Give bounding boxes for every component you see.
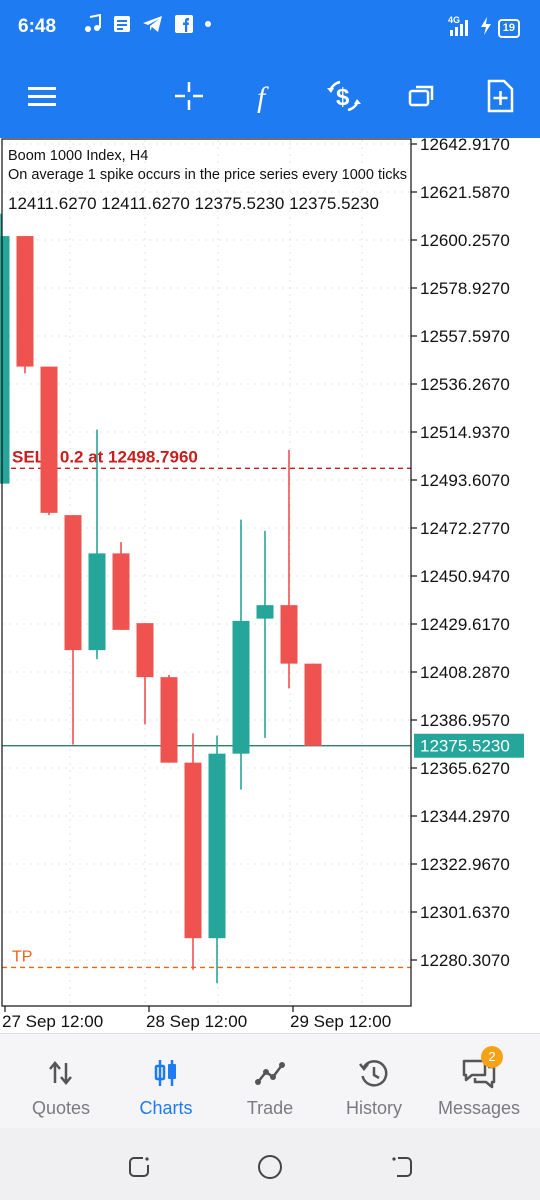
nav-messages-label: Messages — [437, 1098, 521, 1118]
candle-body — [40, 366, 58, 513]
y-axis-tick-label: 12322.9670 — [420, 855, 510, 874]
y-axis-tick-label: 12429.6170 — [420, 615, 510, 634]
y-axis-tick-label: 12280.3070 — [420, 951, 510, 970]
y-axis-tick-label: 12621.5870 — [420, 183, 510, 202]
take-profit-label: TP — [12, 948, 32, 965]
facebook-icon — [174, 14, 194, 34]
music-icon — [84, 14, 102, 34]
y-axis-tick-label: 12600.2570 — [420, 231, 510, 250]
candle-body — [304, 663, 322, 746]
chart-area[interactable]: SELL 0.2 at 12498.7960 TP 12642.9170 12621… — [0, 138, 540, 1033]
candle-body — [16, 236, 34, 367]
svg-text:$: $ — [336, 84, 350, 111]
y-axis-tick-label: 12386.9570 — [420, 711, 510, 730]
y-axis-tick-label: 12450.9470 — [420, 567, 510, 586]
candle-body — [208, 753, 226, 939]
network-type: 4G — [448, 15, 460, 25]
symbol-timeframe: Boom 1000 Index, H4 — [8, 148, 149, 164]
crosshair-icon[interactable] — [169, 76, 209, 116]
y-axis-tick-label: 12493.6070 — [420, 471, 510, 490]
y-axis-tick-label: 12301.6370 — [420, 903, 510, 922]
home-icon[interactable] — [255, 1152, 285, 1182]
chart-toolbar: f $ — [0, 56, 540, 138]
y-axis-tick-label: 12514.9370 — [420, 423, 510, 442]
back-icon[interactable] — [387, 1152, 417, 1182]
windows-icon[interactable] — [402, 76, 442, 116]
recent-apps-icon[interactable] — [124, 1152, 154, 1182]
y-axis-tick-label: 12536.2670 — [420, 375, 510, 394]
candle-body — [0, 236, 10, 484]
charts-icon — [112, 1058, 220, 1090]
quotes-icon — [7, 1058, 115, 1090]
new-order-icon[interactable] — [480, 76, 520, 116]
candle-body — [88, 553, 106, 651]
y-axis-tick-label: 12408.2870 — [420, 663, 510, 682]
bottom-navigation: Quotes Charts Trade History 2 Messages — [0, 1033, 540, 1128]
nav-trade-label: Trade — [246, 1098, 294, 1118]
nav-quotes-label: Quotes — [31, 1098, 91, 1118]
y-axis-tick-label: 12472.2770 — [420, 519, 510, 538]
messages-icon — [425, 1058, 533, 1090]
chart-frame — [1, 138, 412, 1007]
battery-icon: 19 — [497, 19, 520, 38]
current-price-tag — [414, 733, 524, 758]
y-axis-tick-label: 12642.9170 — [420, 138, 510, 154]
y-axis-tick-label: 12557.5970 — [420, 327, 510, 346]
nav-quotes[interactable]: Quotes — [7, 1034, 115, 1129]
nav-messages[interactable]: 2 Messages — [425, 1034, 533, 1129]
y-axis-tick-label: 12344.2970 — [420, 807, 510, 826]
nav-trade[interactable]: Trade — [216, 1034, 324, 1129]
candlestick-chart[interactable]: SELL 0.2 at 12498.7960 TP 12642.9170 12621… — [0, 138, 540, 1033]
current-price-label: 12375.5230 — [420, 737, 510, 756]
nav-charts-label: Charts — [139, 1098, 193, 1118]
candle-body — [256, 605, 274, 619]
status-bar: 6:48 4G 19 — [0, 0, 540, 56]
candle-body — [64, 515, 82, 651]
candle-body — [232, 620, 250, 754]
history-icon — [320, 1058, 428, 1090]
sell-order-label: SELL 0.2 at 12498.7960 — [12, 447, 198, 466]
x-axis-tick-label: 28 Sep 12:00 — [146, 1012, 247, 1031]
nav-charts[interactable]: Charts — [112, 1034, 220, 1129]
candle-body — [184, 762, 202, 939]
charging-icon — [480, 16, 492, 41]
y-axis-tick-label: 12578.9270 — [420, 279, 510, 298]
svg-text:f: f — [257, 81, 269, 113]
candle-body — [280, 605, 298, 664]
symbol-description: On average 1 spike occurs in the price s… — [8, 167, 407, 183]
nav-history-label: History — [345, 1098, 402, 1118]
menu-icon[interactable] — [22, 76, 62, 116]
candle-body — [112, 553, 130, 630]
nav-history[interactable]: History — [320, 1034, 428, 1129]
y-axis-tick-label: 12365.6270 — [420, 759, 510, 778]
status-time: 6:48 — [18, 16, 57, 37]
dot-icon — [204, 14, 212, 34]
messages-badge: 2 — [481, 1046, 503, 1068]
system-navigation — [0, 1128, 540, 1200]
ohlc-values: 12411.6270 12411.6270 12375.5230 12375.5… — [8, 194, 379, 213]
telegram-icon — [142, 14, 164, 34]
news-icon — [112, 14, 132, 34]
trade-icon — [216, 1058, 324, 1090]
signal-icon: 4G — [448, 14, 474, 43]
x-axis-tick-label: 29 Sep 12:00 — [290, 1012, 391, 1031]
trade-dollar-icon[interactable]: $ — [324, 76, 364, 116]
candle-body — [160, 677, 178, 763]
candle-body — [136, 623, 154, 678]
indicators-icon[interactable]: f — [247, 76, 287, 116]
x-axis-tick-label: 27 Sep 12:00 — [2, 1012, 103, 1031]
